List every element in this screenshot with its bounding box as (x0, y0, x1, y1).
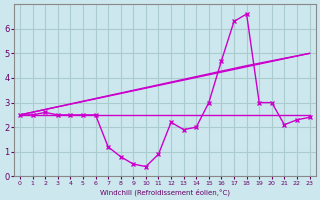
X-axis label: Windchill (Refroidissement éolien,°C): Windchill (Refroidissement éolien,°C) (100, 188, 230, 196)
